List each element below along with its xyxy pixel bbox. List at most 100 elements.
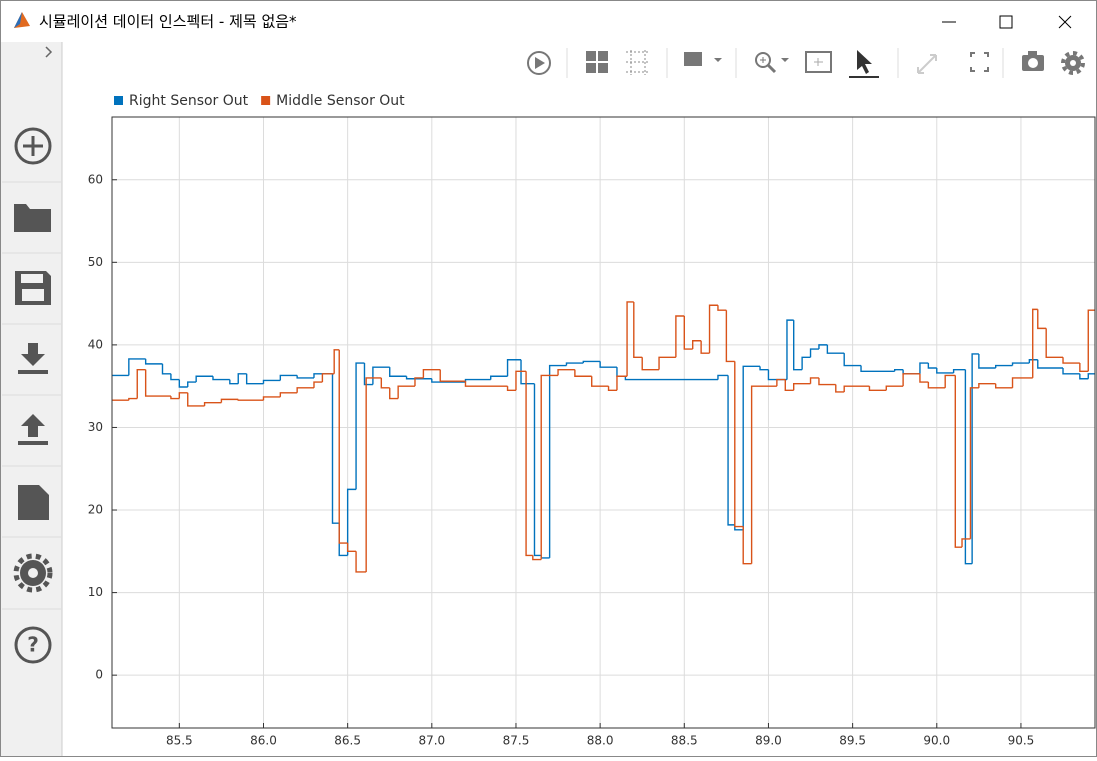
expand-button[interactable] <box>45 46 53 58</box>
line-step <box>333 349 340 374</box>
y-tick-label: 10 <box>88 585 103 599</box>
line-step <box>936 368 954 374</box>
y-tick-label: 60 <box>88 172 103 186</box>
line-step <box>826 344 845 354</box>
report-button[interactable] <box>18 485 49 520</box>
line-step <box>893 368 904 372</box>
fit-button[interactable] <box>805 51 832 73</box>
line-step <box>170 373 180 381</box>
expand-plot-button[interactable] <box>917 54 937 74</box>
line-step <box>868 386 887 391</box>
line-step <box>641 357 660 371</box>
x-tick-label: 90.0 <box>923 734 950 748</box>
line-step <box>809 377 819 384</box>
snapshot-button[interactable] <box>1022 51 1044 71</box>
line-step <box>994 364 1013 369</box>
close-button[interactable] <box>1058 15 1072 29</box>
legend-swatch <box>114 96 123 105</box>
new-button[interactable] <box>14 127 52 165</box>
line-step <box>978 353 996 369</box>
line-step <box>843 385 870 392</box>
line-step <box>759 366 769 371</box>
line-step <box>633 301 643 358</box>
line-step <box>422 368 441 378</box>
export-button[interactable] <box>18 414 48 445</box>
line-step <box>944 374 956 388</box>
line-step <box>237 399 264 401</box>
line-step <box>574 369 592 377</box>
line-step <box>229 379 239 385</box>
line-step <box>624 376 718 381</box>
line-step <box>144 369 171 397</box>
fullscreen-button[interactable] <box>970 52 989 72</box>
y-tick-label: 50 <box>88 255 103 269</box>
line-step <box>338 349 348 544</box>
line-step <box>136 368 146 399</box>
x-tick-label: 86.5 <box>334 734 361 748</box>
line-step <box>919 362 929 374</box>
line-step <box>1079 363 1089 373</box>
line-step <box>540 374 559 560</box>
line-step <box>346 488 357 556</box>
line-step <box>1079 373 1089 380</box>
layout-button[interactable] <box>586 51 608 73</box>
line-step <box>1045 328 1064 358</box>
help-button[interactable]: ? <box>14 626 52 664</box>
subplot-button[interactable] <box>684 52 722 66</box>
x-tick-label: 87.0 <box>418 734 445 748</box>
line-step <box>520 359 535 385</box>
maximize-button[interactable] <box>999 15 1013 29</box>
line-step <box>178 392 188 399</box>
line-step <box>490 375 508 380</box>
line-step <box>692 340 702 350</box>
line-step <box>279 374 298 381</box>
line-step <box>144 358 163 365</box>
x-tick-label: 85.5 <box>166 734 193 748</box>
settings-button[interactable] <box>13 553 53 593</box>
line-step <box>952 368 966 373</box>
line-step <box>296 387 314 393</box>
zoom-button[interactable] <box>755 52 789 74</box>
line-step <box>801 356 811 370</box>
line-step <box>818 344 828 350</box>
line-step <box>1087 309 1095 372</box>
save-button[interactable] <box>15 271 51 305</box>
app-logo-shade <box>14 12 22 28</box>
cursor-button[interactable] <box>849 50 879 78</box>
line-step <box>262 379 281 384</box>
line-step <box>506 386 516 391</box>
line-step <box>971 353 979 564</box>
y-tick-label: 30 <box>88 420 103 434</box>
line-step <box>708 304 718 354</box>
grid-button[interactable] <box>626 50 650 75</box>
line-step <box>1037 309 1047 330</box>
line-step <box>464 381 508 387</box>
x-tick-label: 88.5 <box>671 734 698 748</box>
svg-text:?: ? <box>27 633 39 657</box>
line-step <box>969 387 979 539</box>
line-step <box>565 362 584 366</box>
toolbar <box>527 48 1085 78</box>
line-step <box>784 379 794 391</box>
line-step <box>902 373 920 387</box>
line-step <box>599 361 617 368</box>
plot-settings-button[interactable] <box>1061 51 1085 75</box>
line-step <box>372 366 390 385</box>
line-step <box>1011 377 1033 388</box>
line-step <box>321 373 335 383</box>
x-tick-label: 89.5 <box>839 734 866 748</box>
line-step <box>717 374 729 380</box>
plot-area <box>112 117 1095 728</box>
line-step <box>793 320 803 371</box>
line-step <box>626 301 634 377</box>
window-title: 시뮬레이션 데이터 인스펙터 - 제목 없음* <box>39 13 297 31</box>
line-step <box>397 385 415 399</box>
play-button[interactable] <box>527 51 551 75</box>
line-step <box>532 555 542 561</box>
line-step <box>161 363 171 375</box>
import-button[interactable] <box>18 343 48 374</box>
line-step <box>700 340 710 354</box>
plot-border <box>111 116 1096 729</box>
open-button[interactable] <box>14 204 51 232</box>
line-step <box>296 375 314 379</box>
